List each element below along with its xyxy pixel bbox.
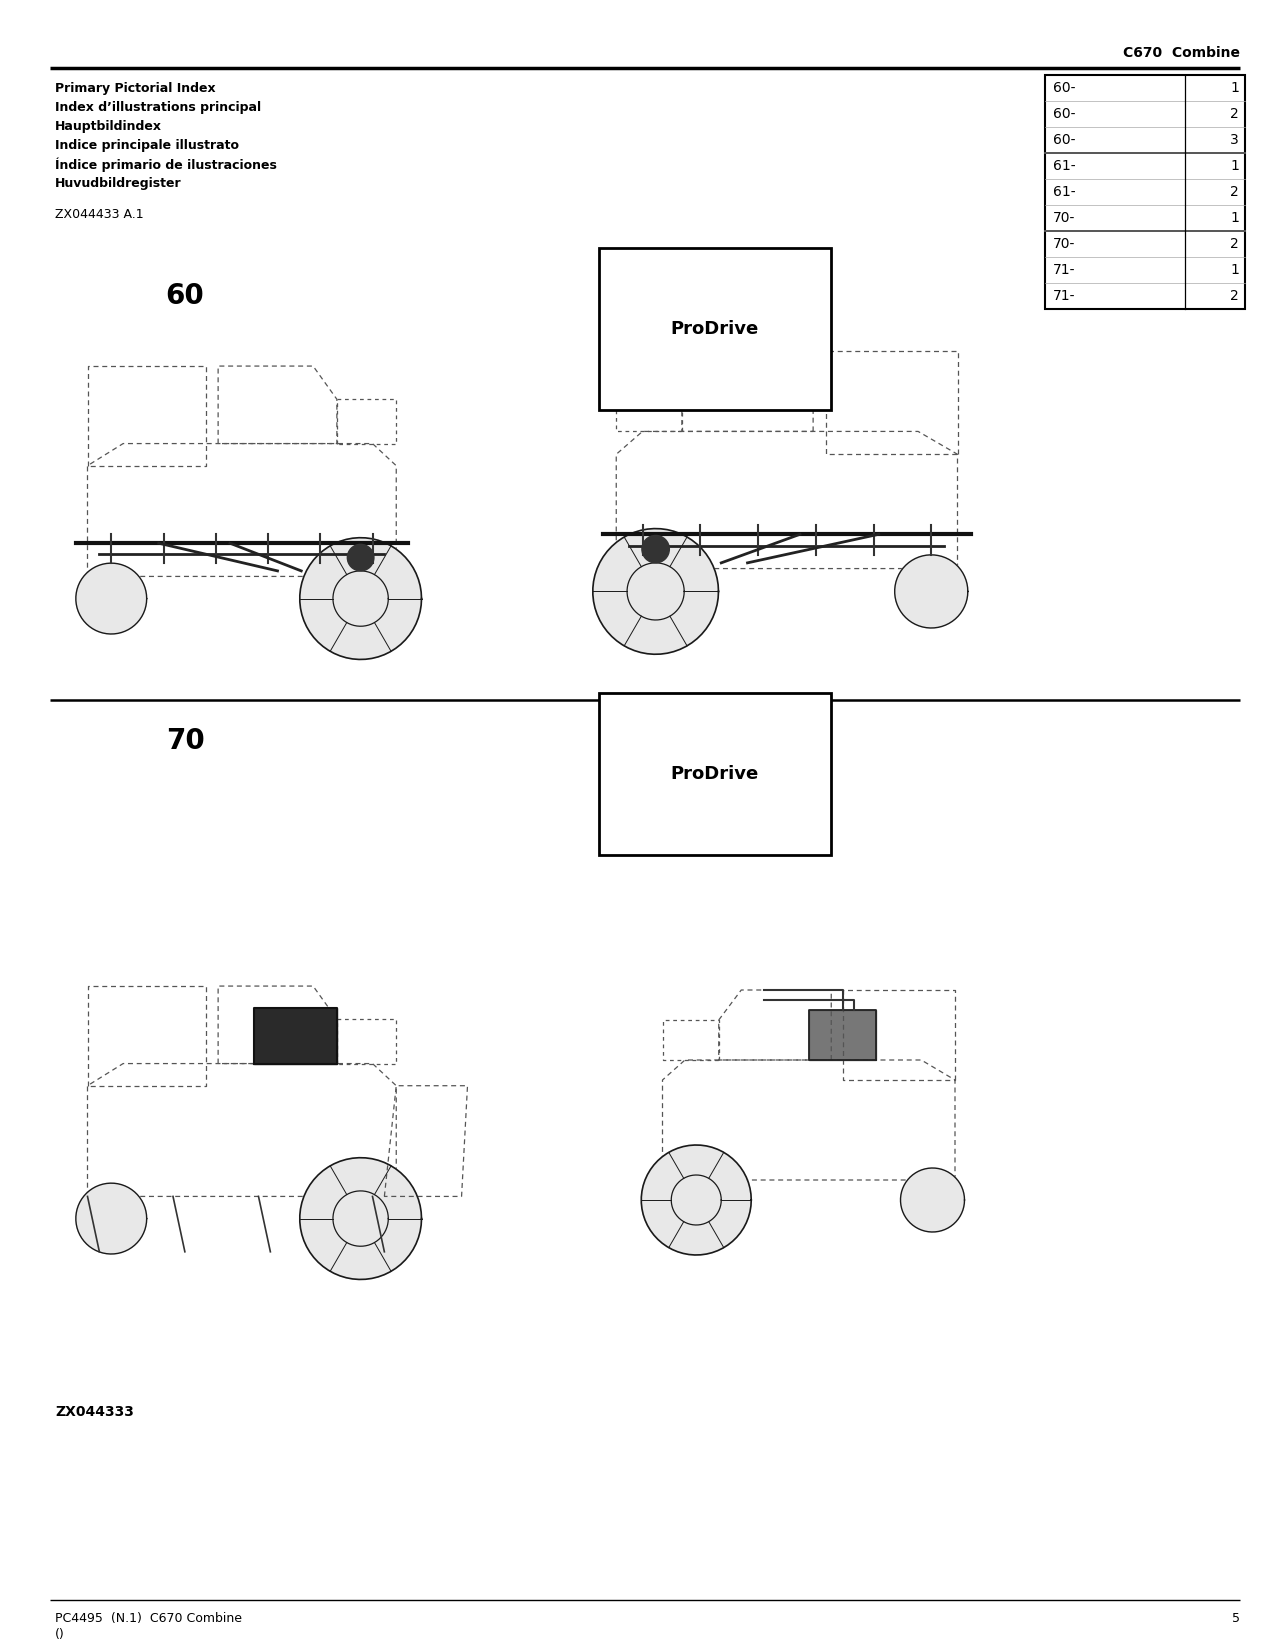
Text: 5: 5 xyxy=(1232,1612,1241,1625)
Text: Indice principale illustrato: Indice principale illustrato xyxy=(55,139,238,152)
Text: 3: 3 xyxy=(1230,134,1239,147)
Text: 1: 1 xyxy=(1230,262,1239,277)
Text: 61: 61 xyxy=(681,272,719,300)
Polygon shape xyxy=(254,1008,337,1064)
Text: 60-: 60- xyxy=(1053,81,1076,96)
Text: (): () xyxy=(55,1629,65,1642)
Text: 1: 1 xyxy=(1230,211,1239,224)
Circle shape xyxy=(641,536,669,563)
Text: 71: 71 xyxy=(681,718,719,746)
Text: 2: 2 xyxy=(1230,238,1239,251)
Circle shape xyxy=(900,1168,964,1233)
Text: ProDrive: ProDrive xyxy=(671,766,759,784)
Text: Índice primario de ilustraciones: Índice primario de ilustraciones xyxy=(55,158,277,173)
Circle shape xyxy=(75,1183,147,1254)
Circle shape xyxy=(593,528,719,655)
Circle shape xyxy=(895,554,968,629)
Text: 71-: 71- xyxy=(1053,289,1076,304)
Text: 61-: 61- xyxy=(1053,158,1076,173)
Text: 1: 1 xyxy=(1230,158,1239,173)
Text: 70-: 70- xyxy=(1053,238,1075,251)
Text: 2: 2 xyxy=(1230,185,1239,200)
Circle shape xyxy=(75,563,147,634)
Text: 1: 1 xyxy=(1230,81,1239,96)
Circle shape xyxy=(300,538,422,660)
Text: 61-: 61- xyxy=(1053,185,1076,200)
Text: 70: 70 xyxy=(166,728,204,756)
Bar xyxy=(1046,74,1244,309)
Text: 70-: 70- xyxy=(1053,211,1075,224)
Text: 2: 2 xyxy=(1230,107,1239,120)
Polygon shape xyxy=(808,1010,876,1059)
Text: Primary Pictorial Index: Primary Pictorial Index xyxy=(55,82,215,96)
Text: PC4495  (N.1)  C670 Combine: PC4495 (N.1) C670 Combine xyxy=(55,1612,242,1625)
Text: 60: 60 xyxy=(166,282,204,310)
Text: ProDrive: ProDrive xyxy=(671,320,759,338)
Circle shape xyxy=(300,1158,422,1279)
Text: Huvudbildregister: Huvudbildregister xyxy=(55,177,181,190)
Text: 60-: 60- xyxy=(1053,107,1076,120)
Text: Hauptbildindex: Hauptbildindex xyxy=(55,120,162,134)
Circle shape xyxy=(347,544,374,571)
Text: ZX044433 A.1: ZX044433 A.1 xyxy=(55,208,144,221)
Text: Index d’illustrations principal: Index d’illustrations principal xyxy=(55,101,261,114)
Circle shape xyxy=(641,1145,751,1256)
Text: 2: 2 xyxy=(1230,289,1239,304)
Text: C670  Combine: C670 Combine xyxy=(1123,46,1241,59)
Text: 60-: 60- xyxy=(1053,134,1076,147)
Text: ZX044333: ZX044333 xyxy=(55,1406,134,1419)
Text: 71-: 71- xyxy=(1053,262,1076,277)
